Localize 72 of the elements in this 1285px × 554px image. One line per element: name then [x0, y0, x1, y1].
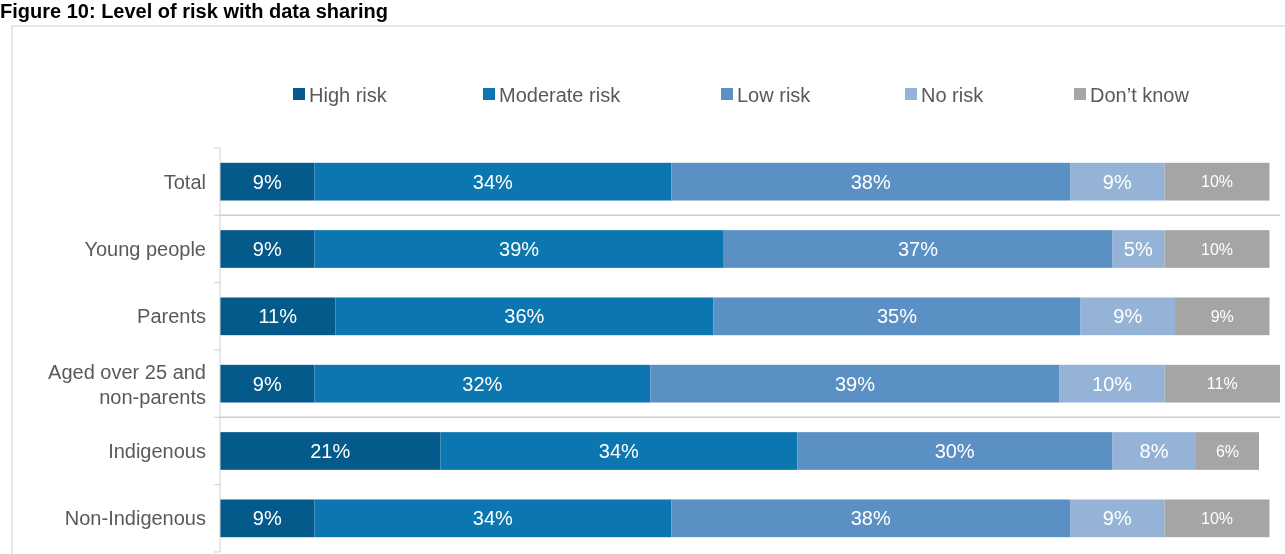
data-label: 34%: [598, 440, 640, 462]
data-label: 5%: [1123, 238, 1153, 260]
bar: [335, 297, 714, 336]
data-label: 36%: [504, 305, 545, 328]
bar: [220, 364, 315, 403]
legend-label: Don’t know: [1090, 84, 1190, 106]
bar: [220, 230, 315, 268]
data-label: 39%: [499, 238, 540, 260]
data-label: 9%: [252, 507, 282, 530]
y-tick-label: Indigenous: [108, 440, 206, 462]
bar: [1112, 432, 1197, 470]
data-label: 39%: [834, 372, 876, 395]
legend-label: High risk: [309, 84, 388, 106]
bar: [1080, 297, 1176, 336]
bar: [1164, 364, 1280, 403]
bar: [1059, 364, 1165, 403]
data-label: 11%: [1206, 375, 1238, 393]
bar: [1070, 499, 1165, 538]
data-label: 9%: [252, 238, 282, 260]
data-label: 34%: [472, 170, 514, 193]
data-label: 32%: [462, 372, 503, 395]
bar: [220, 297, 336, 336]
bar: [1070, 162, 1165, 201]
data-label: 6%: [1215, 442, 1240, 460]
bar: [1196, 432, 1260, 470]
bar: [1164, 162, 1270, 201]
data-label: 11%: [258, 305, 298, 328]
bar: [314, 499, 672, 538]
bar: [220, 499, 315, 538]
bar: [314, 230, 724, 268]
bar: [220, 162, 315, 201]
bar: [1112, 230, 1165, 268]
data-label: 9%: [252, 170, 282, 193]
data-label: 10%: [1201, 509, 1234, 527]
data-label: 9%: [1210, 307, 1234, 325]
bar: [671, 162, 1071, 201]
bar: [314, 364, 651, 403]
data-label: 21%: [310, 440, 351, 462]
data-label: 38%: [850, 507, 891, 530]
data-label: 9%: [1102, 507, 1132, 530]
data-label: 8%: [1139, 440, 1169, 462]
bar: [1175, 297, 1270, 336]
data-label: 30%: [934, 440, 975, 462]
data-label: 10%: [1201, 173, 1234, 191]
y-tick-label: Non-Indigenous: [64, 507, 206, 530]
bar: [713, 297, 1081, 336]
data-label: 10%: [1201, 240, 1234, 258]
y-tick-label: Total: [163, 170, 206, 193]
data-label: 38%: [850, 170, 891, 193]
bar: [440, 432, 798, 470]
bar: [220, 432, 441, 470]
bar: [671, 499, 1071, 538]
bar: [1164, 499, 1270, 538]
bar: [723, 230, 1113, 268]
legend-label: Moderate risk: [499, 84, 622, 106]
y-tick-label: Young people: [84, 238, 206, 260]
y-tick-label: Parents: [137, 305, 206, 328]
data-label: 35%: [876, 305, 918, 328]
bar: [314, 162, 672, 201]
data-label: 9%: [252, 372, 282, 395]
bar: [797, 432, 1113, 470]
y-tick-label: Aged over 25 and non-parents: [48, 360, 206, 408]
data-label: 9%: [1113, 305, 1143, 328]
data-label: 10%: [1092, 372, 1133, 395]
bar: [1164, 230, 1270, 268]
bar: [650, 364, 1060, 403]
data-label: 9%: [1102, 170, 1132, 193]
data-label: 37%: [897, 238, 939, 260]
data-label: 34%: [472, 507, 514, 530]
legend-label: No risk: [921, 84, 985, 106]
chart-title: Figure 10: Level of risk with data sharing: [0, 0, 388, 22]
legend-label: Low risk: [737, 84, 812, 106]
